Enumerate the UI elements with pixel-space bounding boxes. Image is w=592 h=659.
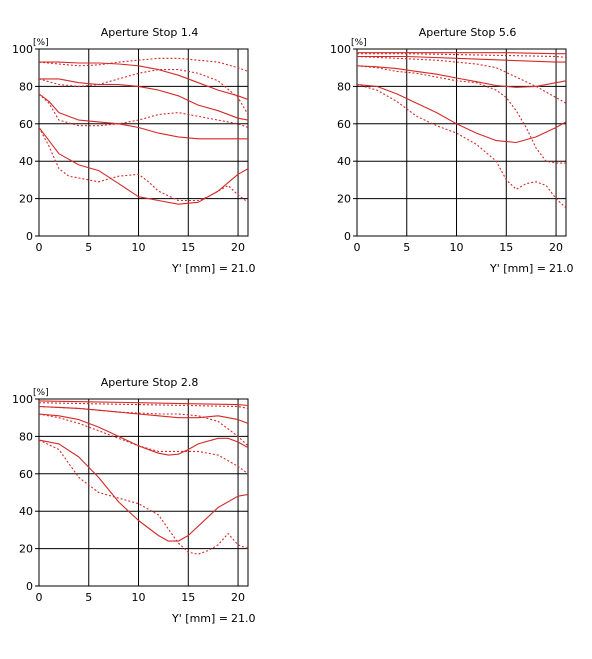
chart-title: Aperture Stop 2.8 <box>101 376 199 389</box>
series-line-6-dotted <box>39 93 248 129</box>
y-tick-label: 0 <box>26 230 33 243</box>
y-tick-label: 80 <box>19 80 33 93</box>
series-line-6-dotted <box>39 413 248 475</box>
x-tick-label: 15 <box>499 241 513 254</box>
series-line-2-dotted <box>357 53 566 58</box>
series-line-3-solid <box>357 55 566 63</box>
x-axis-value-label: 21.0 <box>231 262 256 275</box>
series-line-5-solid <box>357 65 566 88</box>
x-axis-label: Y' [mm] = <box>171 612 228 625</box>
y-tick-label: 80 <box>19 430 33 443</box>
x-tick-label: 20 <box>549 241 563 254</box>
y-tick-label: 40 <box>19 155 33 168</box>
y-tick-label: 20 <box>19 193 33 206</box>
x-tick-label: 10 <box>132 591 146 604</box>
x-tick-label: 10 <box>132 241 146 254</box>
x-tick-label: 5 <box>403 241 410 254</box>
y-axis-unit-label: [%] <box>33 38 49 48</box>
plot-frame <box>38 398 249 587</box>
series-line-1-solid <box>39 61 248 101</box>
x-tick-label: 20 <box>231 241 245 254</box>
chart-panel-2: Aperture Stop 5.6 0 20 40 60 80 100 0 5 10 15 20 [%]… <box>330 26 574 275</box>
series-line-7-solid <box>39 439 248 542</box>
chart-panel-1: Aperture Stop 1.4 0 20 40 60 80 100 0 5 10 15 20 [%]… <box>12 26 256 275</box>
y-tick-label: 20 <box>19 543 33 556</box>
y-axis-unit-label: [%] <box>33 388 49 398</box>
y-tick-label: 40 <box>19 505 33 518</box>
x-tick-label: 15 <box>181 591 195 604</box>
series-line-1-solid <box>357 52 566 55</box>
chart-title: Aperture Stop 5.6 <box>419 26 517 39</box>
chart-title: Aperture Stop 1.4 <box>101 26 199 39</box>
y-tick-label: 80 <box>337 80 351 93</box>
y-tick-label: 60 <box>19 468 33 481</box>
plot-frame <box>356 48 567 237</box>
x-tick-label: 0 <box>36 241 43 254</box>
x-tick-label: 20 <box>231 591 245 604</box>
x-axis-label: Y' [mm] = <box>171 262 228 275</box>
series-line-2-dotted <box>39 402 248 409</box>
x-axis-value-label: 21.0 <box>549 262 574 275</box>
series-line-3-solid <box>39 78 248 121</box>
y-tick-label: 0 <box>344 230 351 243</box>
series-line-1-solid <box>39 400 248 407</box>
series-line-7-solid <box>357 83 566 144</box>
series-line-7-solid <box>39 127 248 205</box>
series-line-8-dotted <box>357 83 566 209</box>
chart-panel-3: Aperture Stop 2.8 0 20 40 60 80 100 0 5 10 15 20 [%]… <box>12 376 256 625</box>
y-tick-label: 0 <box>26 580 33 593</box>
y-tick-label: 100 <box>330 43 351 56</box>
series-line-4-dotted <box>39 69 248 115</box>
series-line-8-dotted <box>39 127 248 203</box>
plot-frame <box>38 48 249 237</box>
y-tick-label: 100 <box>12 43 33 56</box>
series-line-6-dotted <box>357 65 566 164</box>
x-tick-label: 10 <box>450 241 464 254</box>
x-tick-label: 5 <box>85 241 92 254</box>
x-axis-label: Y' [mm] = <box>489 262 546 275</box>
y-tick-label: 100 <box>12 393 33 406</box>
series-line-5-solid <box>39 93 248 140</box>
series-line-4-dotted <box>357 55 566 104</box>
y-tick-label: 60 <box>337 118 351 131</box>
x-tick-label: 15 <box>181 241 195 254</box>
y-tick-label: 40 <box>337 155 351 168</box>
y-tick-label: 60 <box>19 118 33 131</box>
y-axis-unit-label: [%] <box>351 38 367 48</box>
y-tick-label: 20 <box>337 193 351 206</box>
x-tick-label: 0 <box>354 241 361 254</box>
series-line-4-dotted <box>39 405 248 447</box>
x-axis-value-label: 21.0 <box>231 612 256 625</box>
x-tick-label: 0 <box>36 591 43 604</box>
series-line-5-solid <box>39 413 248 456</box>
series-line-2-dotted <box>39 57 248 72</box>
series-line-8-dotted <box>39 439 248 555</box>
x-tick-label: 5 <box>85 591 92 604</box>
